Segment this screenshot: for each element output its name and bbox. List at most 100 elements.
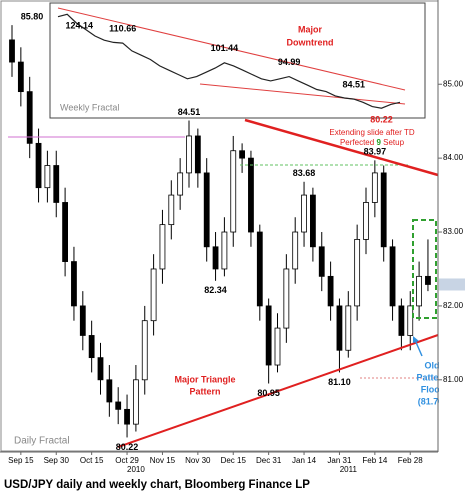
- candle-body: [186, 135, 192, 174]
- annotation-part: 9: [376, 138, 381, 147]
- floor-arrow-head: [413, 336, 419, 343]
- inset-trendline: [57, 7, 406, 91]
- annotation: Perfected 9 Setup: [340, 138, 405, 147]
- caption: USD/JPY daily and weekly chart, Bloomber…: [4, 479, 310, 491]
- candle-body: [398, 305, 405, 336]
- candle-body: [159, 224, 166, 270]
- candle-body: [212, 246, 219, 270]
- y-tick-label: 83.00: [443, 227, 464, 236]
- candle-body: [371, 172, 378, 203]
- candle-body: [230, 150, 237, 233]
- candle-body: [106, 379, 113, 403]
- chart-label: Daily Fractal: [14, 436, 70, 447]
- x-tick-label: Nov 15: [150, 456, 176, 465]
- axis-background: [439, 0, 466, 452]
- inset-value-label: 110.66: [109, 23, 136, 33]
- candles: [9, 25, 431, 438]
- inset-label: Weekly Fractal: [60, 102, 119, 112]
- candle-body: [44, 165, 51, 189]
- y-tick-label: 85.00: [443, 79, 464, 88]
- y-tick-label: 84.00: [443, 153, 464, 162]
- y-tick-label: 82.00: [443, 301, 464, 310]
- candle-body: [71, 261, 77, 307]
- candle-body: [88, 335, 95, 359]
- inset-trendline: [199, 83, 406, 105]
- candle-body: [354, 239, 361, 307]
- inset-value-label: 124.14: [65, 21, 93, 31]
- candle-body: [380, 172, 387, 248]
- setup-box: [412, 219, 437, 319]
- annotation: Old: [425, 360, 440, 370]
- x-tick-label: Oct 15: [80, 456, 104, 465]
- candle-body: [35, 142, 42, 189]
- candle-body: [194, 135, 201, 174]
- x-tick-label: Sep 30: [44, 456, 70, 465]
- inset-value-label: 84.51: [343, 79, 366, 89]
- candle-body: [363, 202, 369, 240]
- candle-body: [318, 246, 325, 277]
- x-tick-label: Dec 15: [221, 456, 247, 465]
- x-tick-label: Feb 28: [398, 456, 423, 465]
- inset-frame: [49, 2, 426, 119]
- inset-title: Major: [298, 24, 323, 34]
- candle-body: [248, 157, 254, 233]
- annotation: Extending slide after TD: [329, 128, 414, 137]
- candle-body: [150, 268, 157, 322]
- annotation-part: Perfected: [340, 138, 374, 147]
- last-price-box: [439, 278, 465, 291]
- y-tick-label: 81.00: [443, 375, 464, 384]
- annotation: Major Triangle: [174, 374, 235, 384]
- candle-body: [26, 91, 33, 144]
- inset-value-label: 94.99: [278, 57, 301, 67]
- inset-value-label: 80.22: [370, 115, 393, 125]
- candle-body: [132, 379, 139, 425]
- lower-trendline: [117, 334, 439, 448]
- candle-body: [336, 305, 343, 351]
- inset-title: Downtrend: [287, 37, 334, 47]
- candle-body: [301, 194, 307, 233]
- x-tick-label: Nov 30: [185, 456, 211, 465]
- x-tick-label: Feb 14: [362, 456, 387, 465]
- candle-body: [62, 202, 68, 262]
- upper-trendline: [244, 118, 439, 177]
- price-label: 83.68: [293, 168, 316, 178]
- annotation-part: Setup: [383, 138, 404, 147]
- inset-value-label: 101.44: [211, 43, 239, 53]
- candle-body: [389, 246, 396, 307]
- annotation: Floor: [421, 384, 444, 394]
- inset-line: [57, 13, 401, 109]
- candle-body: [327, 275, 334, 307]
- price-label: 85.80: [21, 11, 44, 21]
- price-label: 80.22: [116, 442, 139, 452]
- x-tick-label: Jan 14: [292, 456, 317, 465]
- year-label: 2010: [127, 465, 145, 474]
- price-label: 83.97: [364, 147, 387, 157]
- candle-body: [53, 165, 60, 203]
- candle-body: [203, 172, 210, 248]
- x-tick-label: Oct 29: [115, 456, 139, 465]
- candle-body: [115, 401, 122, 410]
- candle-body: [283, 268, 290, 329]
- candle-body: [221, 231, 228, 270]
- candle-body: [97, 357, 104, 381]
- candle-body: [309, 194, 316, 248]
- x-tick-label: Sep 15: [8, 456, 34, 465]
- candle-body: [239, 150, 246, 159]
- candle-body: [168, 194, 175, 226]
- candle-body: [425, 275, 431, 285]
- annotation: Pattern: [416, 372, 447, 382]
- floor-arrow: [414, 339, 423, 357]
- annotation: Pattern: [189, 386, 220, 396]
- candle-body: [407, 305, 414, 336]
- year-label: 2011: [340, 465, 358, 474]
- price-label: 84.51: [178, 107, 201, 117]
- candle-body: [79, 305, 86, 336]
- candle-body: [292, 231, 299, 270]
- candle-body: [124, 408, 130, 425]
- price-label: 82.34: [204, 285, 227, 295]
- price-label: 81.10: [328, 377, 351, 387]
- candle-body: [9, 39, 15, 63]
- x-tick-label: Jan 31: [327, 456, 352, 465]
- inset: Major Downtrend Weekly Fractal 124.14 110…: [49, 2, 426, 125]
